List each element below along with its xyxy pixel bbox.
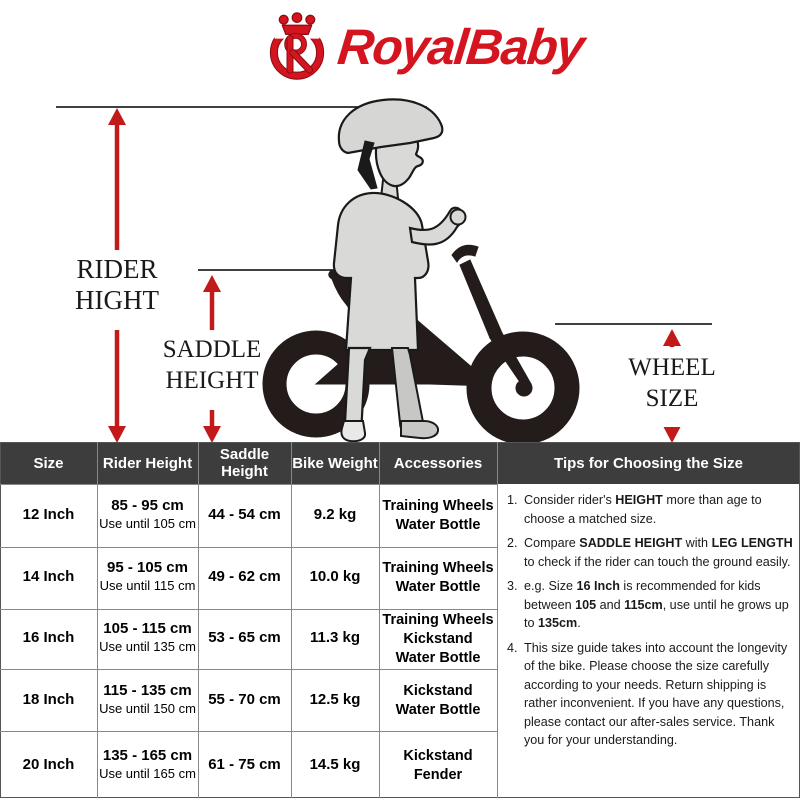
svg-text:SIZE: SIZE: [646, 385, 699, 412]
svg-text:SADDLE: SADDLE: [163, 336, 262, 363]
svg-text:HEIGHT: HEIGHT: [165, 367, 258, 394]
svg-text:RIDER: RIDER: [77, 254, 158, 284]
svg-text:WHEEL: WHEEL: [628, 354, 715, 381]
svg-text:HIGHT: HIGHT: [75, 285, 159, 315]
